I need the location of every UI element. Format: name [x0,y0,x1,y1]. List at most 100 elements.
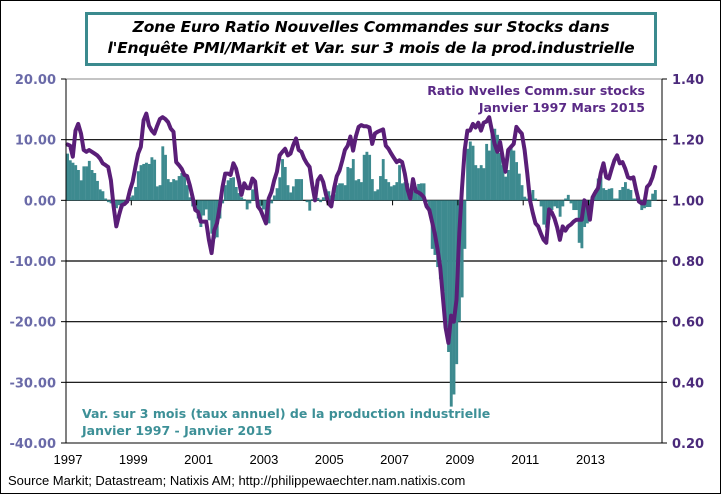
bar [626,188,630,201]
bar [452,200,456,395]
bar [183,176,186,201]
left-tick-label: -40.00 [9,437,56,452]
bar [569,200,573,204]
bar [403,182,407,201]
bar [629,190,633,201]
x-tick-label: 2007 [380,452,409,467]
bar [346,166,350,201]
bar [242,199,246,201]
right-tick-label: 1.00 [672,194,704,209]
bar [422,183,426,201]
bar [623,182,627,201]
bar [376,189,380,201]
right-axis-tick-labels: 1.40 1.20 1.00 0.80 0.60 0.40 0.20 [672,73,704,452]
bar [150,157,154,201]
bar [509,145,513,201]
bar [237,193,241,201]
bar [177,176,181,201]
bar [496,134,499,201]
bar [308,200,312,211]
x-tick-label: 2005 [315,452,344,467]
bar [607,188,611,201]
bar [501,165,505,201]
bar [400,183,404,201]
bar [419,183,423,201]
bar [351,159,355,201]
bar [645,200,649,208]
bar [270,200,274,204]
bar [436,200,440,268]
bar [463,200,467,249]
bar [479,165,483,201]
bar [379,176,382,201]
x-tick-label: 2001 [184,452,213,467]
bar [338,183,342,201]
bar [136,171,140,201]
bar [539,200,543,207]
bar [87,160,91,201]
bar [504,176,508,201]
bar [370,179,374,201]
bar [281,159,284,201]
bar [278,177,282,201]
bar [357,179,361,201]
bar [392,185,396,201]
bar [613,198,616,201]
bar [93,173,97,201]
bar [291,186,295,201]
bar [395,182,399,201]
bar [550,200,554,211]
bar [297,179,301,201]
bar [389,186,393,201]
bar [202,200,206,216]
bar [272,195,276,201]
bar [117,200,121,206]
bar [229,177,233,201]
bar [245,200,249,210]
bar [128,197,132,201]
bar [321,197,325,201]
bar [580,200,584,249]
bar [384,179,388,201]
bar [234,186,238,201]
bar [471,145,475,201]
x-tick-label: 2013 [576,452,605,467]
bar [294,179,298,201]
bar [172,179,176,201]
bar [300,179,304,201]
bar [232,177,235,201]
bar [134,186,138,201]
bar [572,200,576,211]
right-tick-label: 0.60 [672,316,704,331]
bar [490,128,494,201]
x-tick-label: 1997 [54,452,83,467]
bar [223,185,227,201]
bar [74,165,78,201]
x-tick-label: 2003 [249,452,278,467]
bar [139,165,143,201]
bar [251,189,255,201]
bar [286,185,290,201]
bar [634,198,638,201]
bar [610,188,614,201]
bar [512,150,516,201]
legend-ip-name: Var. sur 3 mois (taux annuel) de la prod… [82,406,490,421]
bar [506,170,510,201]
bar [438,200,442,280]
bar [387,182,391,201]
legend-ip-period: Janvier 1997 - Janvier 2015 [81,423,272,438]
bar [517,173,521,201]
bar [523,196,527,201]
bar [153,159,157,201]
bar [411,191,415,201]
bar [104,198,108,201]
bar [207,200,211,221]
bar [526,198,529,201]
bar [498,153,502,201]
right-tick-label: 0.80 [672,255,704,270]
legend-ratio-name: Ratio Nvelles Comm.sur stocks [427,83,645,98]
bar [85,166,89,201]
bar [368,154,372,201]
bar [169,182,173,201]
bar-series-industrial-production [66,128,657,407]
